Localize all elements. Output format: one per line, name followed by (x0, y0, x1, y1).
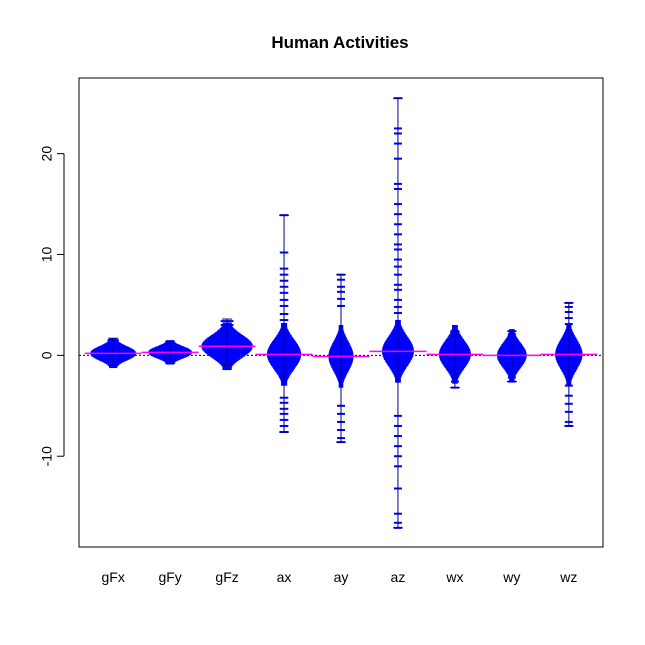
x-tick-label: az (391, 569, 406, 585)
x-tick-label: wx (445, 569, 463, 585)
plot-area (79, 97, 603, 529)
x-tick-label: ax (277, 569, 292, 585)
bean-az (369, 97, 427, 529)
y-tick-label: -10 (39, 446, 55, 466)
plot-frame (78, 77, 604, 548)
bean-gFy (141, 340, 199, 365)
bean-gFx (84, 337, 142, 369)
x-tick-label: wz (559, 569, 577, 585)
x-tick-label: ay (334, 569, 349, 585)
bean-wz (540, 301, 598, 427)
y-tick-label: 0 (39, 351, 55, 359)
bean-wy (483, 329, 541, 383)
bean-ax (255, 214, 313, 434)
y-tick-label: 20 (39, 146, 55, 162)
bean-ay (312, 273, 370, 444)
bean-gFz (198, 318, 256, 371)
bean-wx (426, 325, 484, 389)
y-tick-label: 10 (39, 247, 55, 263)
x-tick-label: gFx (102, 569, 125, 585)
chart-title: Human Activities (271, 33, 408, 52)
x-tick-label: gFz (215, 569, 238, 585)
x-tick-label: gFy (158, 569, 181, 585)
x-tick-label: wy (502, 569, 520, 585)
